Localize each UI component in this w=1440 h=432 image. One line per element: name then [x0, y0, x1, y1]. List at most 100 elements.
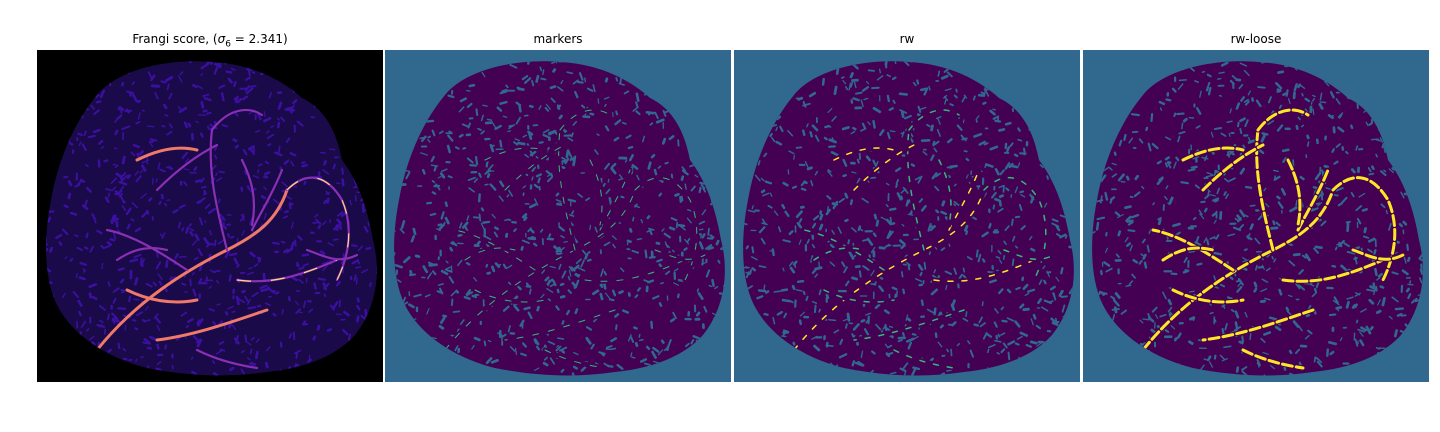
texture-speck — [1030, 247, 1036, 252]
texture-speck — [1120, 309, 1128, 315]
texture-speck — [146, 125, 155, 128]
texture-speck — [932, 140, 940, 147]
texture-speck — [301, 253, 310, 257]
texture-speck — [351, 259, 360, 265]
texture-speck — [228, 274, 232, 282]
texture-speck — [482, 235, 492, 241]
texture-speck — [241, 229, 245, 236]
texture-speck — [1337, 126, 1345, 133]
texture-speck — [995, 256, 1001, 259]
texture-speck — [1376, 276, 1381, 281]
texture-speck — [1182, 117, 1188, 123]
texture-speck — [486, 271, 491, 275]
texture-speck — [439, 317, 446, 324]
texture-speck — [501, 88, 508, 92]
texture-speck — [115, 192, 121, 196]
texture-speck — [1006, 146, 1010, 153]
texture-speck — [1099, 195, 1103, 204]
texture-speck — [1300, 124, 1305, 128]
texture-speck — [991, 191, 997, 199]
texture-speck — [214, 62, 222, 69]
texture-speck — [1127, 229, 1136, 232]
texture-speck — [642, 135, 646, 143]
texture-speck — [541, 269, 546, 275]
texture-speck — [168, 123, 173, 129]
texture-speck — [252, 175, 260, 179]
texture-speck — [106, 313, 110, 321]
texture-speck — [1307, 304, 1312, 311]
texture-speck — [1407, 293, 1412, 300]
texture-speck — [115, 172, 123, 178]
texture-speck — [355, 315, 360, 323]
texture-speck — [1354, 292, 1361, 296]
texture-speck — [788, 150, 795, 155]
texture-speck — [1294, 348, 1301, 355]
texture-speck — [498, 195, 504, 202]
texture-speck — [181, 151, 189, 160]
texture-speck — [481, 220, 491, 224]
texture-speck — [567, 137, 574, 142]
texture-speck — [120, 289, 125, 292]
texture-speck — [1014, 215, 1021, 219]
texture-speck — [1332, 299, 1340, 306]
texture-speck — [340, 212, 347, 217]
texture-speck — [133, 298, 140, 301]
texture-speck — [134, 170, 139, 176]
texture-speck — [1226, 296, 1233, 300]
texture-speck — [788, 261, 794, 267]
vessel-network — [95, 108, 359, 370]
texture-speck — [323, 160, 327, 166]
texture-speck — [572, 79, 579, 85]
texture-speck — [1165, 136, 1172, 141]
texture-speck — [1244, 100, 1250, 106]
texture-speck — [307, 358, 312, 363]
texture-speck — [776, 310, 783, 316]
texture-speck — [177, 75, 183, 83]
texture-speck — [634, 342, 639, 348]
texture-speck — [168, 166, 174, 171]
texture-speck — [149, 138, 158, 142]
texture-speck — [422, 168, 426, 175]
texture-speck — [660, 282, 665, 285]
texture-speck — [494, 262, 501, 268]
texture-speck — [1269, 226, 1279, 230]
texture-speck — [251, 71, 256, 74]
texture-speck — [1180, 181, 1189, 185]
texture-speck — [141, 164, 147, 172]
texture-speck — [1297, 116, 1301, 121]
texture-speck — [1323, 80, 1330, 87]
texture-speck — [961, 137, 968, 141]
texture-speck — [1046, 270, 1050, 278]
texture-speck — [632, 106, 638, 112]
vessel-branch — [115, 246, 169, 262]
texture-speck — [681, 169, 689, 176]
texture-speck — [250, 336, 255, 341]
texture-speck — [1295, 124, 1299, 130]
vessel-label-line — [1256, 108, 1310, 132]
texture-speck — [317, 277, 327, 281]
texture-speck — [1394, 307, 1404, 311]
texture-speck — [781, 335, 787, 338]
texture-speck — [457, 233, 463, 238]
texture-speck — [1018, 162, 1021, 167]
texture-speck — [873, 213, 878, 220]
texture-speck — [1022, 147, 1026, 153]
texture-speck — [845, 280, 850, 287]
texture-speck — [806, 238, 810, 244]
texture-speck — [265, 346, 271, 352]
texture-speck — [1365, 325, 1372, 335]
texture-speck — [1379, 137, 1384, 143]
texture-speck — [1261, 132, 1269, 136]
texture-speck — [509, 346, 516, 352]
texture-speck — [209, 269, 216, 274]
texture-speck — [594, 226, 598, 233]
texture-speck — [447, 175, 453, 179]
vessel-branch — [95, 188, 289, 352]
texture-speck — [133, 253, 142, 259]
texture-speck — [1172, 222, 1181, 228]
texture-speck — [225, 70, 233, 74]
texture-speck — [1371, 165, 1375, 171]
texture-speck — [826, 195, 832, 200]
texture-speck — [135, 121, 141, 125]
texture-speck — [918, 198, 924, 203]
